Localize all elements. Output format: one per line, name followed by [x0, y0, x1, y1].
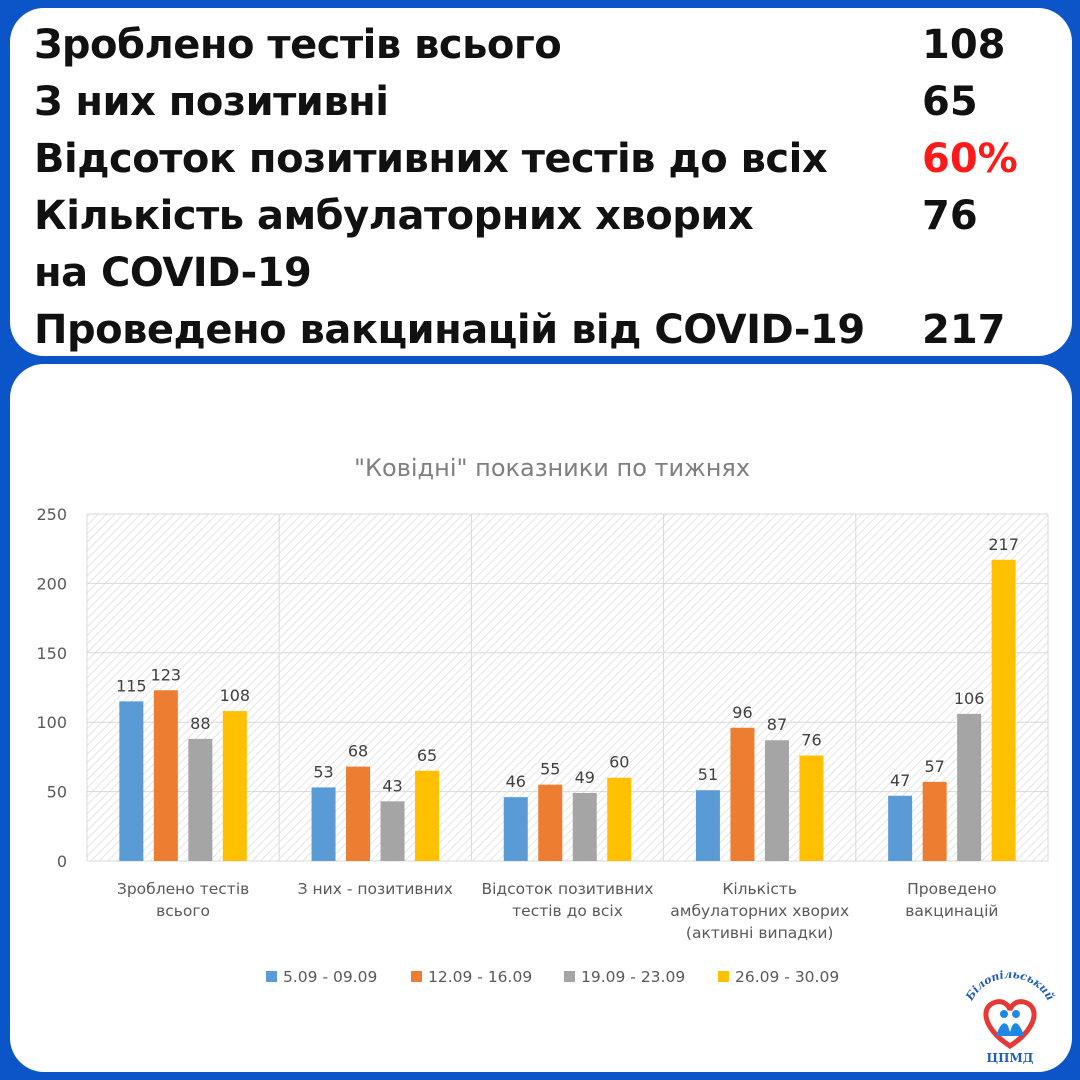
data-label: 43 [382, 776, 402, 795]
data-label: 57 [924, 757, 944, 776]
bar [607, 777, 632, 861]
category-label: Проведено [907, 880, 997, 898]
category-label: вакцинацій [905, 902, 998, 920]
category-label: Відсоток позитивних [481, 880, 653, 898]
bar [991, 559, 1016, 861]
legend-label: 19.09 - 23.09 [581, 968, 685, 986]
figure-head-icon [1000, 1010, 1008, 1018]
data-label: 55 [540, 760, 560, 779]
data-label: 88 [190, 714, 210, 733]
y-tick-label: 150 [36, 644, 67, 663]
stat-row-positive: З них позитивні 65 [34, 79, 1072, 137]
chart-title: "Ковідні" показники по тижнях [354, 454, 750, 482]
logo-bottom-text: ЦПМД [987, 1051, 1034, 1065]
data-label: 106 [954, 689, 985, 708]
stat-value-outpatients: 76 [922, 193, 978, 239]
y-tick-label: 100 [36, 713, 67, 732]
legend-label: 12.09 - 16.09 [428, 968, 532, 986]
bar [799, 755, 824, 861]
plot-area [87, 514, 1048, 861]
data-label: 51 [698, 765, 718, 784]
bar [346, 766, 371, 861]
bar [922, 781, 947, 861]
logo: Білопільський ЦПМД [952, 962, 1068, 1070]
stat-label-vaccinations: Проведено вакцинацій від COVID-19 [34, 307, 865, 353]
legend-swatch [266, 971, 277, 982]
bar [415, 770, 440, 861]
stat-row-outpatients-line2: на COVID-19 [34, 250, 1072, 308]
bar [188, 738, 213, 861]
data-label: 108 [220, 686, 251, 705]
legend-swatch [411, 971, 422, 982]
category-label: амбулаторних хворих [670, 902, 849, 920]
category-label: Зроблено тестів [117, 880, 249, 898]
y-tick-label: 250 [36, 505, 67, 524]
data-label: 115 [116, 676, 147, 695]
bar [222, 711, 247, 861]
heart-icon [983, 999, 1037, 1049]
bar [888, 795, 913, 861]
bar [503, 797, 528, 861]
stat-row-tests-total: Зроблено тестів всього 108 [34, 22, 1072, 80]
legend-swatch [718, 971, 729, 982]
data-label: 53 [313, 762, 333, 781]
stat-label-outpatients: Кількість амбулаторних хворих [34, 193, 754, 239]
stat-row-positive-percent: Відсоток позитивних тестів до всіх 60% [34, 136, 1072, 194]
stats-panel: Зроблено тестів всього 108 З них позитив… [10, 8, 1072, 356]
stat-label-outpatients-line2: на COVID-19 [34, 250, 312, 296]
chart-panel: "Ковідні" показники по тижнях 0 50 100 150 2… [10, 364, 1072, 1072]
data-label: 87 [767, 715, 787, 734]
logo-image: Білопільський ЦПМД [963, 968, 1057, 1065]
y-tick-label: 0 [57, 852, 67, 871]
legend-label: 5.09 - 09.09 [283, 968, 377, 986]
stat-label-tests-total: Зроблено тестів всього [34, 22, 562, 68]
bar [153, 690, 178, 861]
bar [311, 787, 336, 861]
bar [119, 701, 144, 861]
stat-value-positive-percent: 60% [922, 136, 1018, 182]
stat-label-positive-percent: Відсоток позитивних тестів до всіх [34, 136, 828, 182]
data-label: 217 [988, 535, 1019, 554]
data-label: 47 [890, 771, 910, 790]
bar [380, 801, 405, 861]
y-tick-label: 200 [36, 574, 67, 593]
stat-value-positive: 65 [922, 79, 978, 125]
stat-value-vaccinations: 217 [922, 307, 1006, 353]
bar [695, 790, 720, 861]
bar [957, 713, 982, 861]
data-label: 96 [732, 703, 752, 722]
svg-text:Білопільський: Білопільський [963, 968, 1057, 1004]
data-label: 68 [348, 742, 368, 761]
stat-value-tests-total: 108 [922, 22, 1006, 68]
stat-row-vaccinations: Проведено вакцинацій від COVID-19 217 [34, 307, 1072, 365]
figures-icon [996, 1023, 1024, 1036]
data-label: 49 [575, 768, 595, 787]
data-label: 46 [506, 772, 526, 791]
bar-chart: "Ковідні" показники по тижнях 0 50 100 150 2… [36, 454, 1049, 986]
stat-row-outpatients: Кількість амбулаторних хворих 76 [34, 193, 1072, 251]
category-label: (активні випадки) [686, 924, 834, 942]
data-label: 65 [417, 746, 437, 765]
bar [572, 792, 597, 861]
legend-label: 26.09 - 30.09 [735, 968, 839, 986]
stat-label-positive: З них позитивні [34, 79, 389, 125]
legend-swatch [564, 971, 575, 982]
category-label: всього [156, 902, 210, 920]
category-label: Кількість [722, 880, 797, 898]
category-label: тестів до всіх [512, 902, 623, 920]
bar [538, 784, 563, 861]
data-label: 76 [801, 731, 821, 750]
logo-arc-text: Білопільський [963, 968, 1057, 1004]
bar [730, 727, 755, 861]
figure-head-icon [1012, 1010, 1020, 1018]
bar [764, 740, 789, 861]
y-tick-label: 50 [47, 783, 67, 802]
data-label: 123 [151, 665, 182, 684]
category-label: З них - позитивних [298, 880, 453, 898]
data-label: 60 [609, 753, 629, 772]
